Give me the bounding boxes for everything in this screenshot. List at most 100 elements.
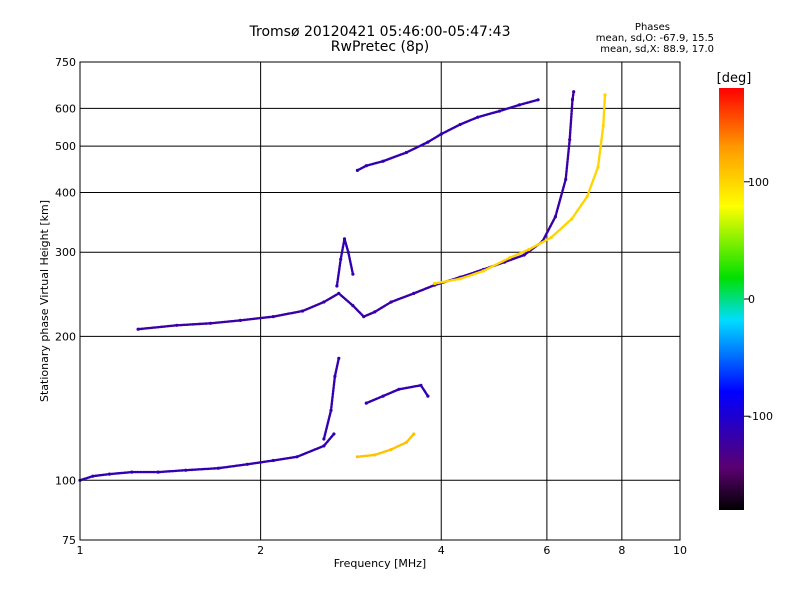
data-point: [355, 168, 359, 172]
data-point: [601, 124, 605, 128]
y-tick-label: 300: [55, 246, 76, 259]
data-point: [337, 356, 341, 360]
data-point: [216, 466, 220, 470]
data-point: [476, 115, 480, 119]
colorbar-label: [deg]: [717, 71, 752, 86]
data-point: [458, 122, 462, 127]
colorbar-axis: 100 0 -100: [744, 176, 773, 423]
phases-stats-o: mean, sd,O: -67.9, 15.5: [595, 33, 714, 44]
y-tick-label: 100: [55, 474, 76, 487]
data-point: [426, 140, 430, 144]
data-point: [412, 291, 416, 295]
data-point: [238, 318, 242, 322]
y-tick-label: 500: [55, 140, 76, 153]
chart-title: Tromsø 20120421 05:46:00-05:47:43: [249, 24, 511, 40]
trace-line: [78, 432, 336, 482]
data-point: [570, 217, 574, 221]
data-point: [364, 164, 368, 168]
y-tick-label: 600: [55, 102, 76, 115]
x-axis: 1 2 4 6 8 10: [77, 544, 688, 557]
data-point: [208, 321, 213, 325]
data-point: [549, 235, 553, 240]
data-point: [439, 132, 443, 136]
y-axis: 75 100 200 300 400 500 600 750: [55, 56, 76, 547]
data-point: [585, 195, 589, 199]
data-point: [419, 383, 423, 387]
data-point: [458, 277, 462, 281]
data-point: [339, 257, 343, 261]
plot-frame: [79, 61, 681, 541]
trace-line: [322, 357, 340, 441]
data-point: [527, 247, 531, 252]
colorbar: [719, 88, 744, 510]
data-point: [335, 284, 339, 288]
grid: [80, 62, 680, 540]
y-axis-label: Stationary phase Virtual Height [km]: [38, 200, 51, 402]
data-point: [389, 300, 393, 304]
y-tick-label: 750: [55, 56, 76, 69]
trace-line: [335, 238, 355, 288]
colorbar-tick-label: 100: [748, 176, 769, 189]
data-point: [426, 394, 430, 398]
data-point: [295, 455, 299, 459]
data-point: [572, 90, 576, 94]
data-point: [136, 327, 140, 331]
data-point: [404, 150, 408, 155]
x-tick-label: 6: [543, 544, 550, 557]
data-point: [481, 269, 485, 273]
x-tick-label: 2: [257, 544, 264, 557]
data-point: [570, 97, 575, 102]
data-point: [564, 177, 568, 181]
data-point: [322, 437, 326, 441]
data-point: [322, 444, 326, 448]
data-point: [497, 109, 501, 113]
data-point: [271, 315, 275, 319]
data-point: [333, 374, 337, 378]
data-point: [329, 408, 333, 412]
y-tick-label: 75: [62, 534, 76, 547]
data-point: [517, 103, 522, 107]
data-point: [245, 462, 249, 466]
data-point: [355, 455, 359, 459]
data-point: [107, 472, 112, 476]
data-point: [373, 453, 377, 457]
data-point: [381, 159, 385, 163]
data-point: [522, 253, 526, 257]
data-point: [404, 440, 408, 444]
data-point: [184, 468, 188, 472]
trace-line: [356, 432, 415, 458]
data-point: [412, 432, 416, 436]
colorbar-tick-label: 0: [748, 293, 755, 306]
data-point: [596, 165, 600, 169]
data-point: [91, 474, 95, 478]
data-point: [553, 215, 558, 219]
trace-line: [365, 383, 430, 405]
data-point: [351, 272, 355, 276]
trace-line: [136, 90, 575, 331]
x-tick-label: 10: [673, 544, 687, 557]
x-axis-label: Frequency [MHz]: [334, 557, 426, 570]
y-tick-label: 400: [55, 186, 76, 199]
trace-line: [356, 98, 540, 172]
data-point: [508, 256, 512, 260]
data-point: [397, 387, 401, 391]
data-point: [346, 250, 350, 254]
data-point: [175, 323, 179, 327]
data-point: [156, 470, 160, 474]
x-tick-label: 1: [77, 544, 84, 557]
data-point: [271, 458, 275, 463]
data-point: [351, 304, 355, 308]
data-points: [78, 90, 607, 482]
data-point: [536, 98, 540, 102]
data-point: [568, 138, 572, 142]
data-point: [130, 470, 134, 474]
phases-stats-x: mean, sd,X: 88.9, 17.0: [600, 44, 714, 55]
chart-subtitle: RwPretec (8p): [330, 39, 430, 55]
data-point: [362, 315, 366, 319]
data-point: [373, 310, 377, 314]
data-point: [342, 237, 347, 241]
x-tick-label: 8: [618, 544, 625, 557]
data-point: [364, 401, 368, 405]
data-point: [381, 394, 385, 398]
